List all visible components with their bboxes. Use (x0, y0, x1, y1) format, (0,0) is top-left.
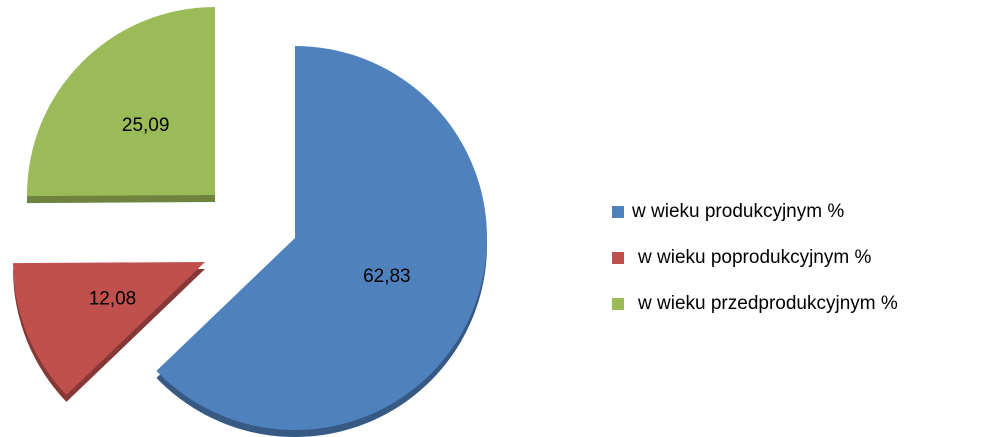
legend-label: w wieku przedprodukcyjnym % (637, 293, 898, 314)
slice-label: 62,83 (363, 266, 411, 287)
legend-swatch (612, 298, 624, 310)
slice-label: 12,08 (89, 289, 137, 310)
legend-label: w wieku poprodukcyjnym % (637, 247, 871, 268)
legend-swatch (612, 206, 624, 218)
slice-label: 25,09 (122, 115, 170, 136)
legend-label: w wieku produkcyjnym % (631, 201, 844, 222)
pie-slice (156, 46, 488, 430)
legend-swatch (612, 252, 624, 264)
pie-slice (13, 262, 206, 395)
pie-slice (27, 7, 215, 197)
